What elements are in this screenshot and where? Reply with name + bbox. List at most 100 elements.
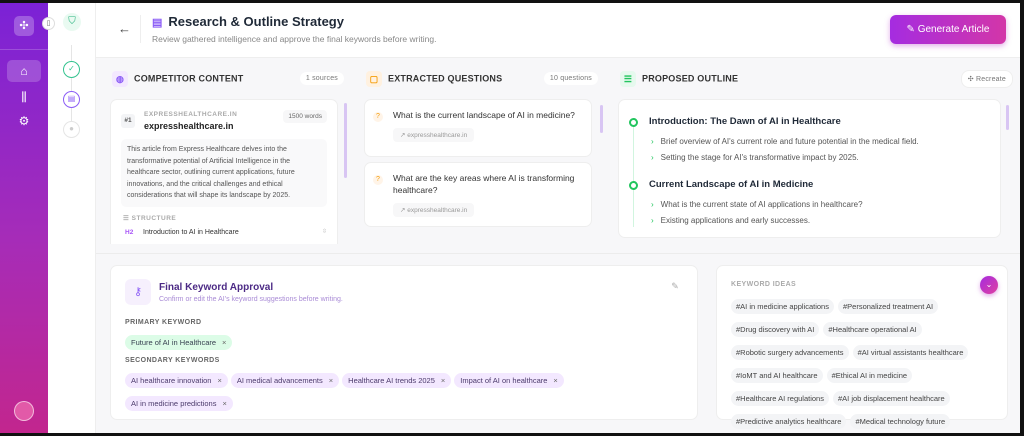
keyword-idea-chip[interactable]: #Robotic surgery advancements <box>731 345 849 360</box>
outline-heading[interactable]: Introduction: The Dawn of AI in Healthca… <box>649 116 841 127</box>
secondary-keyword-chip[interactable]: Impact of AI on healthcare × <box>454 373 564 388</box>
secondary-keyword-chip[interactable]: AI medical advancements × <box>230 373 340 388</box>
remove-icon[interactable]: × <box>328 376 334 385</box>
secondary-keyword-chip[interactable]: AI healthcare innovation × <box>125 373 228 388</box>
source-domain[interactable]: expresshealthcare.in <box>144 121 234 131</box>
card-title: Final Keyword Approval <box>159 282 274 293</box>
section-divider <box>96 253 1020 254</box>
generate-article-button[interactable]: ✎ Generate Article <box>890 15 1006 44</box>
main-content: ← ▤ Research & Outline Strategy Review ga… <box>96 3 1020 433</box>
sidebar-toggle-icon[interactable]: ▯ <box>42 17 55 30</box>
step-pending-icon[interactable]: ● <box>63 121 80 138</box>
scrollbar[interactable] <box>344 103 347 178</box>
library-icon[interactable]: ⫼ <box>21 90 27 104</box>
chat-bubble-icon: ▢ <box>366 71 382 87</box>
outline-bullet: › Setting the stage for AI's transformati… <box>651 153 859 162</box>
home-icon[interactable]: ⌂ <box>7 60 41 82</box>
structure-label: ☰ STRUCTURE <box>123 215 177 222</box>
primary-keyword-label: PRIMARY KEYWORD <box>125 319 202 326</box>
question-icon: ? <box>373 175 383 185</box>
keyword-idea-chip[interactable]: #IoMT and AI healthcare <box>731 368 823 383</box>
chevron-right-icon: › <box>651 153 654 162</box>
source-text: expresshealthcare.in <box>407 132 468 139</box>
source-link[interactable]: ↗ expresshealthcare.in <box>393 203 475 217</box>
recreate-button[interactable]: ✣ Recreate <box>960 70 1013 88</box>
source-link[interactable]: ↗ expresshealthcare.in <box>393 128 475 142</box>
scrollbar[interactable] <box>600 105 603 133</box>
settings-icon[interactable]: ⚙ <box>18 114 30 128</box>
question-text: What is the current landscape of AI in m… <box>393 110 575 120</box>
step-complete-check-icon[interactable]: ✓ <box>63 61 80 78</box>
remove-icon[interactable]: × <box>222 338 227 347</box>
keyword-idea-chip[interactable]: #Drug discovery with AI <box>731 322 820 337</box>
bullet-text: What is the current state of AI applicat… <box>660 200 863 209</box>
chevron-down-icon[interactable]: ⌄ <box>980 276 998 294</box>
secondary-keyword-chip[interactable]: AI in medicine predictions × <box>125 396 233 411</box>
competitor-header: ◍ COMPETITOR CONTENT 1 sources <box>112 71 344 91</box>
chip-text: Future of AI in Healthcare <box>131 338 217 347</box>
page-subtitle: Review gathered intelligence and approve… <box>152 34 437 44</box>
summary-text: This article from Express Healthcare del… <box>121 139 327 207</box>
back-arrow-icon[interactable]: ← <box>118 21 131 36</box>
questions-badge: 10 questions <box>543 72 598 85</box>
keyword-idea-chip[interactable]: #Predictive analytics healthcare <box>731 414 847 429</box>
recreate-label: Recreate <box>975 76 1006 83</box>
outline-heading[interactable]: Current Landscape of AI in Medicine <box>649 179 814 190</box>
secondary-keyword-chip[interactable]: Healthcare AI trends 2025 × <box>342 373 452 388</box>
keyword-idea-chip[interactable]: #Healthcare operational AI <box>823 322 922 337</box>
outline-bullet: › What is the current state of AI applica… <box>651 200 863 209</box>
edit-pencil-icon[interactable]: ✎ <box>671 281 679 291</box>
competitor-column: ◍ COMPETITOR CONTENT 1 sources <box>112 71 344 91</box>
chip-text: AI medical advancements <box>236 376 323 385</box>
bullet-text: Setting the stage for AI's transformativ… <box>660 153 859 162</box>
page-title: ▤ Research & Outline Strategy <box>152 14 344 29</box>
globe-icon: ◍ <box>112 71 128 87</box>
chip-text: Healthcare AI trends 2025 <box>348 376 435 385</box>
outline-card: Introduction: The Dawn of AI in Healthca… <box>618 99 1001 238</box>
chevron-right-icon: › <box>651 216 654 225</box>
secondary-keywords-label: SECONDARY KEYWORDS <box>125 357 220 364</box>
chip-text: AI in medicine predictions <box>131 399 217 408</box>
chip-text: AI healthcare innovation <box>131 376 212 385</box>
reorder-icon[interactable]: ⇳ <box>321 229 327 235</box>
keyword-ideas-panel: KEYWORD IDEAS ⌄ #AI in medicine applicat… <box>716 265 1008 429</box>
structure-label-text: STRUCTURE <box>131 215 177 222</box>
source-domain-label: EXPRESSHEALTHCARE.IN <box>144 111 238 118</box>
logo-icon[interactable]: ✣ <box>14 16 34 36</box>
keyword-idea-chip[interactable]: #Medical technology future <box>850 414 951 429</box>
remove-icon[interactable]: × <box>217 376 222 385</box>
remove-icon[interactable]: × <box>440 376 446 385</box>
divider <box>140 15 141 43</box>
chevron-right-icon: › <box>651 200 654 209</box>
word-count-badge: 1500 words <box>283 110 327 123</box>
generate-label: Generate Article <box>917 24 990 35</box>
remove-icon[interactable]: × <box>222 399 227 408</box>
question-card[interactable]: ? What are the key areas where AI is tra… <box>364 162 592 227</box>
keyword-idea-chip[interactable]: #AI virtual assistants healthcare <box>852 345 969 360</box>
keyword-idea-chip[interactable]: #AI in medicine applications <box>731 299 834 314</box>
page-header: ← ▤ Research & Outline Strategy Review ga… <box>96 3 1020 58</box>
keyword-idea-chip[interactable]: #AI job displacement healthcare <box>832 391 950 406</box>
primary-keyword-chip[interactable]: Future of AI in Healthcare × <box>125 335 233 350</box>
bullet-text: Brief overview of AI's current role and … <box>660 137 919 146</box>
question-icon: ? <box>373 112 383 122</box>
keyword-idea-chip[interactable]: #Personalized treatment AI <box>837 299 939 314</box>
sources-badge: 1 sources <box>299 72 344 85</box>
sidebar: ✣ ⌂ ⫼ ⚙ <box>0 3 48 433</box>
questions-header: ▢ EXTRACTED QUESTIONS 10 questions <box>366 71 598 91</box>
step-connector <box>71 45 72 135</box>
keyword-idea-chip[interactable]: #Ethical AI in medicine <box>826 368 913 383</box>
page-title-text: Research & Outline Strategy <box>168 14 344 29</box>
card-subtitle: Confirm or edit the AI's keyword suggest… <box>159 296 343 303</box>
competitor-card[interactable]: #1 EXPRESSHEALTHCARE.IN expresshealthcar… <box>110 99 338 244</box>
structure-item: Introduction to AI in Healthcare <box>143 229 239 236</box>
avatar[interactable] <box>14 401 34 421</box>
scrollbar[interactable] <box>1006 105 1009 130</box>
keyword-ideas-list: #AI in medicine applications #Personalize… <box>731 296 1001 433</box>
keyword-idea-chip[interactable]: #Healthcare AI regulations <box>731 391 829 406</box>
questions-column: ▢ EXTRACTED QUESTIONS 10 questions <box>366 71 598 91</box>
step-current-outline-icon[interactable]: ▤ <box>63 91 80 108</box>
question-card[interactable]: ? What is the current landscape of AI in… <box>364 99 592 157</box>
progress-stepper: ▯ ⛉ ✓ ▤ ● <box>42 3 96 433</box>
remove-icon[interactable]: × <box>553 376 558 385</box>
